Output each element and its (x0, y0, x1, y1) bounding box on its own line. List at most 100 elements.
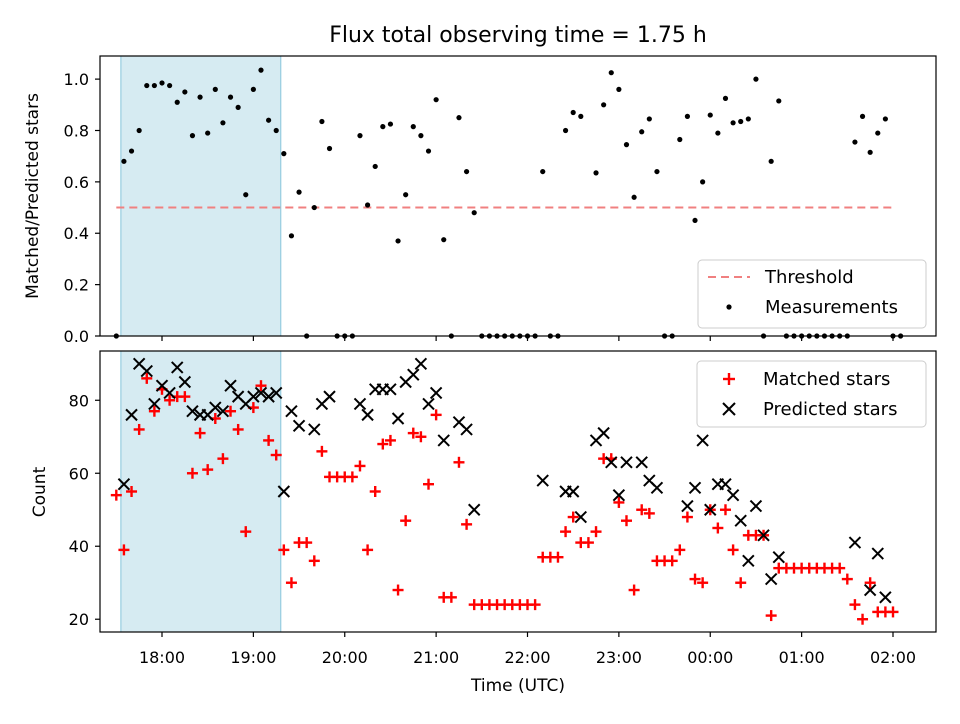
matched-point (834, 562, 846, 574)
measurement-point (745, 116, 751, 122)
measurement-point (867, 149, 873, 155)
matched-point (126, 486, 138, 497)
measurement-point (608, 70, 614, 76)
predicted-point-b (231, 390, 245, 403)
predicted-point (117, 477, 131, 491)
predicted-point-b (140, 364, 153, 378)
predicted-point (772, 550, 785, 564)
matched-point (110, 489, 122, 501)
predicted-point (178, 375, 192, 389)
matched-point (567, 511, 579, 523)
predicted-point (635, 456, 648, 469)
matched-point (164, 394, 176, 406)
matched-point (445, 591, 457, 603)
measurement-point (570, 109, 576, 116)
predicted-point (429, 386, 443, 400)
predicted-point-b (353, 397, 367, 411)
predicted-point (186, 405, 199, 418)
measurement-point (182, 89, 188, 95)
matched-point (384, 434, 396, 446)
measurement-point (319, 118, 325, 125)
matched-point (148, 405, 160, 417)
measurement-point (189, 133, 196, 139)
predicted-point-b (719, 477, 732, 491)
matched-point (346, 471, 358, 483)
predicted-point-b (437, 434, 450, 447)
predicted-point-b (384, 383, 397, 396)
predicted-point-b (879, 591, 892, 604)
measurement-point (151, 82, 157, 89)
predicted-point (742, 554, 755, 568)
matched-point (765, 610, 777, 622)
measurement-point (273, 127, 279, 134)
measurement-point (159, 80, 165, 86)
predicted-markers (117, 357, 892, 604)
measurement-point (730, 120, 736, 126)
count-axes-frame (99, 350, 937, 633)
measurement-point (471, 210, 477, 216)
matched-point (301, 537, 313, 549)
predicted-point (704, 503, 717, 516)
matched-point (582, 537, 594, 549)
ratio-y-tick-label: 0.6 (64, 173, 89, 192)
matched-point (643, 507, 655, 519)
predicted-point (391, 412, 405, 425)
predicted-point-b (429, 386, 443, 400)
predicted-point-b (132, 357, 146, 370)
x-tick-label: 18:00 (139, 648, 185, 667)
matched-point (636, 504, 648, 516)
predicted-point (620, 456, 633, 469)
measurement-point (700, 179, 706, 185)
measurement-point (258, 67, 264, 73)
measurement-point (616, 86, 622, 92)
predicted-point-b (414, 357, 428, 370)
predicted-point-b (308, 423, 321, 436)
matched-legend-icon (723, 373, 735, 385)
matched-point (674, 544, 686, 556)
measurement-point (882, 116, 888, 122)
predicted-point-b (566, 485, 580, 498)
predicted-point-b (163, 386, 176, 400)
measurement-point (639, 129, 645, 135)
count-panel: 18:00 19:00 20:00 21:00 22:00 23:00 00:00 01:00… (30, 350, 937, 696)
predicted-point-b (467, 503, 481, 516)
matched-point (285, 577, 297, 589)
predicted-point-b (452, 415, 466, 429)
measurement-point (768, 158, 774, 164)
predicted-point (224, 379, 237, 392)
predicted-point (696, 434, 709, 447)
measurement-point (288, 233, 295, 239)
measurement-point (646, 116, 652, 122)
matched-point (316, 445, 328, 457)
matched-point (697, 577, 709, 589)
count-y-tick-label: 20 (69, 610, 89, 629)
measurement-point (243, 192, 249, 198)
predicted-point-b (681, 499, 694, 513)
count-axis-ticks: 18:00 19:00 20:00 21:00 22:00 23:00 00:00 01:00… (69, 391, 916, 667)
x-tick-label: 23:00 (596, 648, 642, 667)
predicted-point (384, 383, 397, 396)
predicted-point-b (270, 386, 283, 400)
predicted-point-b (361, 408, 374, 422)
predicted-point (536, 474, 549, 487)
predicted-point-b (650, 481, 664, 495)
ratio-y-tick-label: 0.2 (64, 276, 89, 295)
predicted-point (148, 397, 161, 411)
matched-point (423, 478, 435, 490)
measurement-point (364, 202, 371, 208)
matched-point (529, 599, 541, 611)
measurement-point (654, 168, 660, 175)
measurement-point (776, 98, 782, 104)
predicted-point (688, 481, 702, 495)
x-tick-label: 22:00 (504, 648, 550, 667)
predicted-point-b (391, 412, 405, 425)
matched-point (560, 526, 572, 538)
predicted-legend-icon (722, 402, 736, 416)
matched-point (415, 431, 427, 443)
matched-point (186, 467, 198, 479)
measurement-point (601, 102, 607, 108)
predicted-point-b (612, 488, 626, 502)
predicted-point (270, 386, 283, 400)
measurement-point (281, 151, 287, 157)
measurement-point (859, 113, 866, 119)
